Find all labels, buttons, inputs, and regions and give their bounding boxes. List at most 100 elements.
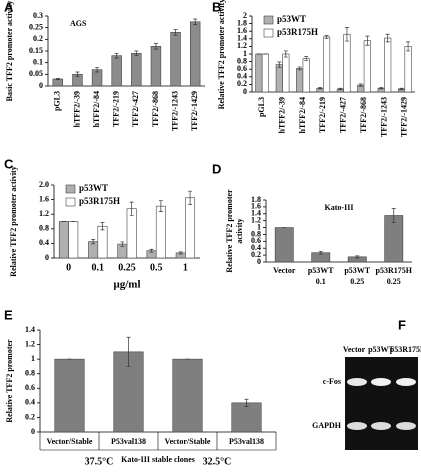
error-bar: [55, 77, 60, 81]
x-tick-label: TFF2/-1429: [400, 97, 409, 137]
y-tick-label: 0.8: [39, 224, 49, 233]
y-tick-label: 1.6: [39, 194, 49, 203]
y-tick-label: 0.2: [33, 34, 43, 43]
y-tick-label: 0.25: [29, 22, 43, 31]
y-tick-label: 1: [243, 49, 247, 58]
x-tick-label: 1: [183, 262, 188, 273]
error-bar: [338, 87, 343, 91]
y-tick-label: 0.3: [33, 11, 43, 20]
x-tick-label: pGL3: [257, 97, 266, 117]
bar: [363, 40, 371, 93]
error-bar: [355, 255, 360, 259]
y-tick-label: 0.4: [39, 238, 49, 247]
error-bar: [173, 29, 178, 36]
panel-letter: D: [212, 161, 221, 176]
x-tick-label: p53WT: [344, 266, 370, 275]
x-tick-label: pGL3: [53, 91, 62, 111]
y-tick-label: 0: [31, 427, 35, 436]
error-bar: [399, 87, 404, 91]
x-tick-label: p53WT: [308, 266, 334, 275]
x-tick-label: 0.5: [150, 262, 163, 273]
row-label: GAPDH: [312, 421, 342, 430]
x-tick-label: TFF2/-427: [131, 91, 140, 127]
chart-title: Kato-III: [325, 203, 354, 212]
bar: [275, 64, 283, 93]
y-axis-label: Basic TFF2 promoter activity: [5, 1, 14, 102]
bar: [131, 53, 142, 87]
y-tick-label: 1: [257, 222, 261, 231]
error-bar: [91, 239, 96, 245]
y-tick-label: 1.2: [25, 339, 35, 348]
error-bar: [318, 87, 323, 90]
x-tick-label: Vector: [273, 266, 296, 275]
y-tick-label: 2: [243, 11, 247, 20]
legend-label: p53R175H: [79, 196, 120, 206]
legend-label: p53R175H: [277, 27, 318, 37]
error-bar: [406, 41, 411, 52]
annotation: 32.5°C: [203, 456, 232, 467]
error-bar: [178, 251, 183, 255]
bar: [302, 58, 310, 93]
error-bar: [75, 71, 80, 78]
y-tick-label: 0.6: [237, 64, 247, 73]
error-bar: [344, 27, 349, 42]
x-tick-label: hTFF2/-84: [298, 97, 307, 133]
x-tick-label: 0: [66, 262, 71, 273]
error-bar: [95, 66, 100, 73]
y-tick-label: 1.2: [251, 215, 261, 224]
x-tick-label: P53val138: [229, 437, 264, 446]
error-bar: [391, 208, 396, 223]
bar: [155, 205, 166, 259]
y-tick-label: 1.8: [251, 195, 261, 204]
x-tick-label: p53R175H: [376, 266, 413, 275]
error-bar: [277, 61, 282, 68]
y-tick-label: 0.8: [237, 56, 247, 65]
y-tick-label: 0.4: [25, 398, 35, 407]
x-tick-label: 0.1: [92, 262, 105, 273]
bar: [296, 68, 304, 93]
y-tick-label: 0.2: [237, 79, 247, 88]
bar: [255, 53, 263, 93]
bar: [231, 402, 262, 433]
legend-label: p53WT: [79, 183, 108, 193]
error-bar: [385, 33, 390, 43]
bar: [170, 32, 181, 87]
error-bar: [193, 18, 198, 25]
error-bar: [365, 35, 370, 46]
bar: [150, 46, 162, 87]
bar: [58, 221, 69, 259]
bar: [68, 221, 79, 259]
bar: [384, 37, 392, 93]
bar: [52, 78, 64, 87]
y-tick-label: 0.4: [251, 243, 261, 252]
bar: [323, 36, 331, 93]
bar: [185, 197, 196, 259]
error-bar: [188, 190, 193, 205]
panel-letter: E: [4, 307, 13, 322]
x-tick-label: 0.25: [350, 277, 364, 286]
x-tick-label: Vector/Stable: [165, 437, 211, 446]
error-bar: [149, 248, 154, 253]
bar: [54, 358, 85, 433]
x-tick-label: 0.1: [316, 277, 326, 286]
gel-image: [345, 357, 418, 450]
error-bar: [126, 336, 131, 367]
legend-swatch: [263, 15, 274, 25]
x-tick-label: TFF2/-427: [339, 97, 348, 133]
x-axis-label: μg/ml: [113, 279, 140, 291]
panel-letter: B: [212, 0, 221, 14]
error-bar: [358, 83, 363, 87]
panel-letter: A: [4, 0, 14, 14]
y-tick-label: 0.05: [29, 69, 43, 78]
y-tick-label: 0: [39, 81, 43, 90]
error-bar: [100, 222, 105, 231]
bar: [343, 33, 351, 93]
error-bar: [114, 52, 119, 59]
y-tick-label: 0: [257, 257, 261, 266]
x-tick-label: TFF2/-868: [151, 91, 160, 127]
bar: [404, 46, 412, 93]
x-tick-label: 0.25: [118, 262, 136, 273]
error-bar: [379, 87, 384, 90]
y-tick-label: 1.6: [237, 26, 247, 35]
